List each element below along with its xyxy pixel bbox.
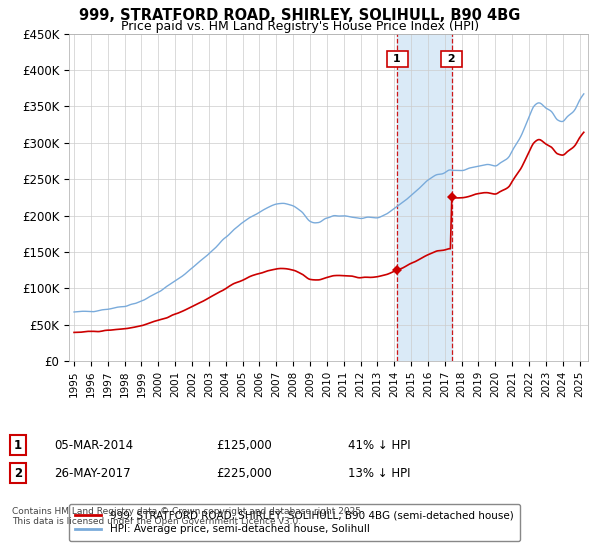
Text: 13% ↓ HPI: 13% ↓ HPI <box>348 466 410 480</box>
Text: Contains HM Land Registry data © Crown copyright and database right 2025.
This d: Contains HM Land Registry data © Crown c… <box>12 507 364 526</box>
Text: £125,000: £125,000 <box>216 438 272 452</box>
Bar <box>397 34 452 361</box>
Text: 05-MAR-2014: 05-MAR-2014 <box>54 438 133 452</box>
Text: 1: 1 <box>14 438 22 452</box>
Text: 26-MAY-2017: 26-MAY-2017 <box>54 466 131 480</box>
Text: 999, STRATFORD ROAD, SHIRLEY, SOLIHULL, B90 4BG: 999, STRATFORD ROAD, SHIRLEY, SOLIHULL, … <box>79 8 521 24</box>
Text: 2: 2 <box>14 466 22 480</box>
Legend: 999, STRATFORD ROAD, SHIRLEY, SOLIHULL, B90 4BG (semi-detached house), HPI: Aver: 999, STRATFORD ROAD, SHIRLEY, SOLIHULL, … <box>69 504 520 540</box>
Text: 2: 2 <box>444 54 459 64</box>
Text: Price paid vs. HM Land Registry's House Price Index (HPI): Price paid vs. HM Land Registry's House … <box>121 20 479 32</box>
Text: 1: 1 <box>389 54 405 64</box>
Text: 41% ↓ HPI: 41% ↓ HPI <box>348 438 410 452</box>
Text: £225,000: £225,000 <box>216 466 272 480</box>
